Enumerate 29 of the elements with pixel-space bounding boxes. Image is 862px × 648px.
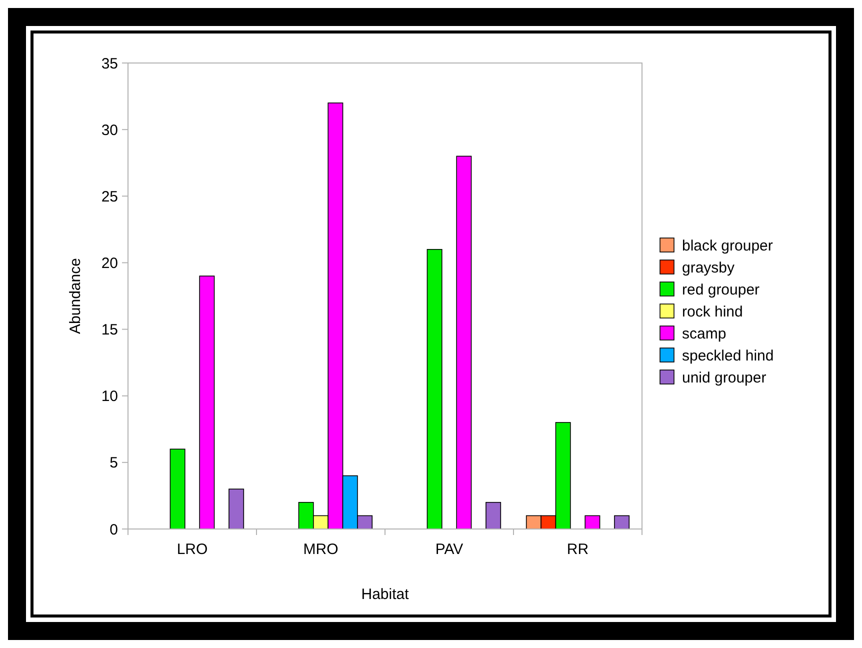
legend-label: graysby [682, 259, 736, 276]
bar [426, 249, 442, 530]
bar [199, 276, 215, 530]
bar [228, 488, 244, 530]
legend-label: speckled hind [682, 347, 774, 364]
bar [584, 515, 600, 530]
legend-label: red grouper [682, 281, 760, 298]
bar [170, 448, 186, 530]
x-tick-label: RR [566, 541, 589, 558]
legend-label: black grouper [682, 237, 773, 254]
legend-label: unid grouper [682, 369, 766, 386]
y-tick-label: 10 [101, 388, 118, 406]
bar [456, 156, 472, 530]
y-tick-label: 15 [101, 322, 118, 339]
y-tick-label: 5 [110, 454, 118, 472]
x-axis-title: Habitat [361, 586, 410, 603]
y-tick-label: 0 [110, 521, 118, 538]
y-tick-label: 20 [101, 254, 118, 272]
y-tick-label: 25 [101, 188, 118, 206]
x-tick-label: PAV [435, 541, 464, 558]
y-axis-title: Abundance [67, 258, 84, 334]
x-tick-label: LRO [176, 541, 208, 558]
x-tick-label: MRO [303, 541, 338, 558]
legend-label: scamp [682, 325, 726, 342]
bar [486, 502, 502, 530]
legend-label: rock hind [682, 303, 743, 320]
y-tick-label: 30 [101, 122, 118, 139]
bar [614, 515, 630, 530]
y-tick-label: 35 [101, 55, 118, 72]
